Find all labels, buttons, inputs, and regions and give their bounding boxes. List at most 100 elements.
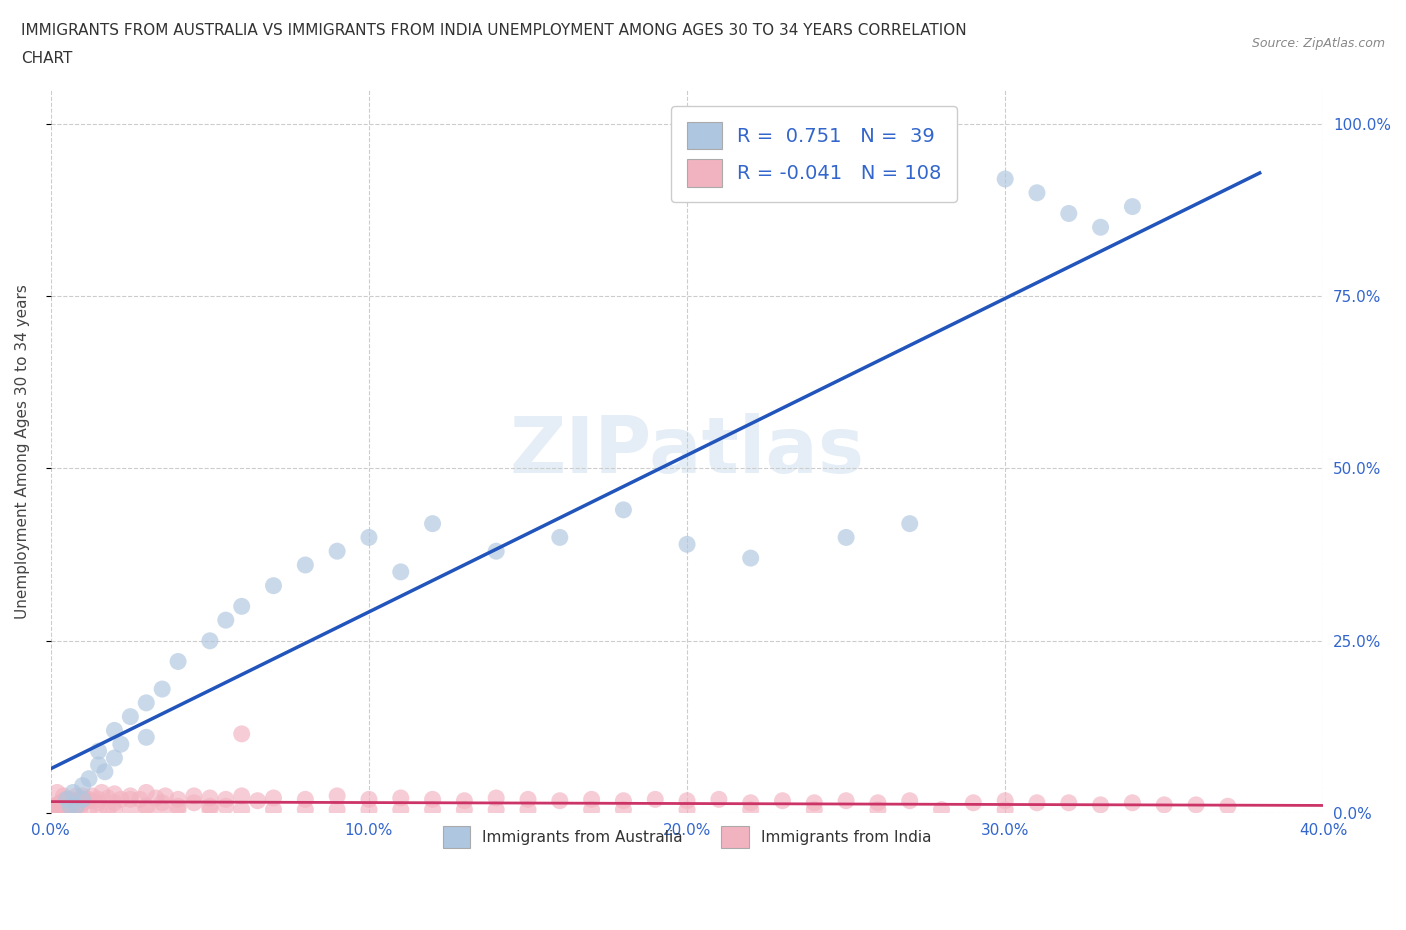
Point <box>52 793 75 808</box>
Point <box>42 799 65 814</box>
Point <box>72 792 94 807</box>
Point <box>49 795 72 810</box>
Point <box>97 803 120 817</box>
Point <box>69 803 91 817</box>
Point <box>581 803 603 817</box>
Point <box>1026 185 1049 200</box>
Point <box>167 792 190 807</box>
Point <box>198 633 221 648</box>
Point <box>145 790 167 805</box>
Point <box>183 795 205 810</box>
Point <box>103 787 125 802</box>
Point <box>994 171 1017 186</box>
Point <box>120 789 142 804</box>
Point <box>72 795 94 810</box>
Point <box>87 803 110 817</box>
Point <box>676 793 699 808</box>
Point <box>55 792 77 807</box>
Point <box>52 789 75 804</box>
Point <box>215 799 238 814</box>
Point <box>77 792 100 807</box>
Point <box>110 792 132 807</box>
Point <box>198 803 221 817</box>
Point <box>215 613 238 628</box>
Point <box>994 793 1017 808</box>
Point <box>1216 799 1239 814</box>
Text: IMMIGRANTS FROM AUSTRALIA VS IMMIGRANTS FROM INDIA UNEMPLOYMENT AMONG AGES 30 TO: IMMIGRANTS FROM AUSTRALIA VS IMMIGRANTS … <box>21 23 967 38</box>
Point <box>1057 795 1080 810</box>
Point <box>59 799 82 814</box>
Point <box>263 803 285 817</box>
Point <box>59 795 82 810</box>
Point <box>135 730 157 745</box>
Point <box>835 530 858 545</box>
Point <box>72 778 94 793</box>
Point <box>150 795 173 810</box>
Point <box>931 803 953 817</box>
Point <box>740 795 762 810</box>
Point <box>517 803 540 817</box>
Point <box>1121 199 1143 214</box>
Point <box>167 799 190 814</box>
Point <box>644 792 666 807</box>
Text: CHART: CHART <box>21 51 73 66</box>
Point <box>548 530 571 545</box>
Point <box>326 803 349 817</box>
Point <box>103 751 125 765</box>
Point <box>77 771 100 786</box>
Point <box>129 792 152 807</box>
Legend: Immigrants from Australia, Immigrants from India: Immigrants from Australia, Immigrants fr… <box>430 814 943 859</box>
Point <box>87 795 110 810</box>
Point <box>263 790 285 805</box>
Point <box>103 723 125 737</box>
Point <box>485 790 508 805</box>
Point <box>52 797 75 812</box>
Point <box>62 803 84 817</box>
Point <box>59 799 82 814</box>
Point <box>740 551 762 565</box>
Point <box>46 800 69 815</box>
Point <box>62 785 84 800</box>
Point <box>422 516 444 531</box>
Point <box>962 795 984 810</box>
Point <box>612 793 634 808</box>
Point <box>215 792 238 807</box>
Point <box>612 803 634 817</box>
Point <box>77 793 100 808</box>
Point <box>357 803 380 817</box>
Point <box>389 803 412 817</box>
Point <box>707 792 730 807</box>
Point <box>231 789 253 804</box>
Point <box>581 792 603 807</box>
Point <box>898 793 921 808</box>
Point <box>357 792 380 807</box>
Point <box>103 803 125 817</box>
Point <box>453 793 475 808</box>
Point <box>389 565 412 579</box>
Point <box>803 803 825 817</box>
Point <box>82 789 104 804</box>
Point <box>803 795 825 810</box>
Point <box>326 544 349 559</box>
Point <box>1153 797 1175 812</box>
Point <box>120 792 142 807</box>
Point <box>69 792 91 807</box>
Point <box>90 785 112 800</box>
Point <box>135 803 157 817</box>
Point <box>231 599 253 614</box>
Point <box>866 803 889 817</box>
Point <box>110 737 132 751</box>
Point <box>65 789 87 804</box>
Point <box>263 578 285 593</box>
Point <box>866 795 889 810</box>
Point <box>485 544 508 559</box>
Point <box>1090 219 1112 234</box>
Point <box>135 696 157 711</box>
Point <box>49 803 72 817</box>
Point <box>55 803 77 817</box>
Point <box>75 792 97 807</box>
Point <box>46 785 69 800</box>
Point <box>231 803 253 817</box>
Y-axis label: Unemployment Among Ages 30 to 34 years: Unemployment Among Ages 30 to 34 years <box>15 284 30 618</box>
Point <box>357 530 380 545</box>
